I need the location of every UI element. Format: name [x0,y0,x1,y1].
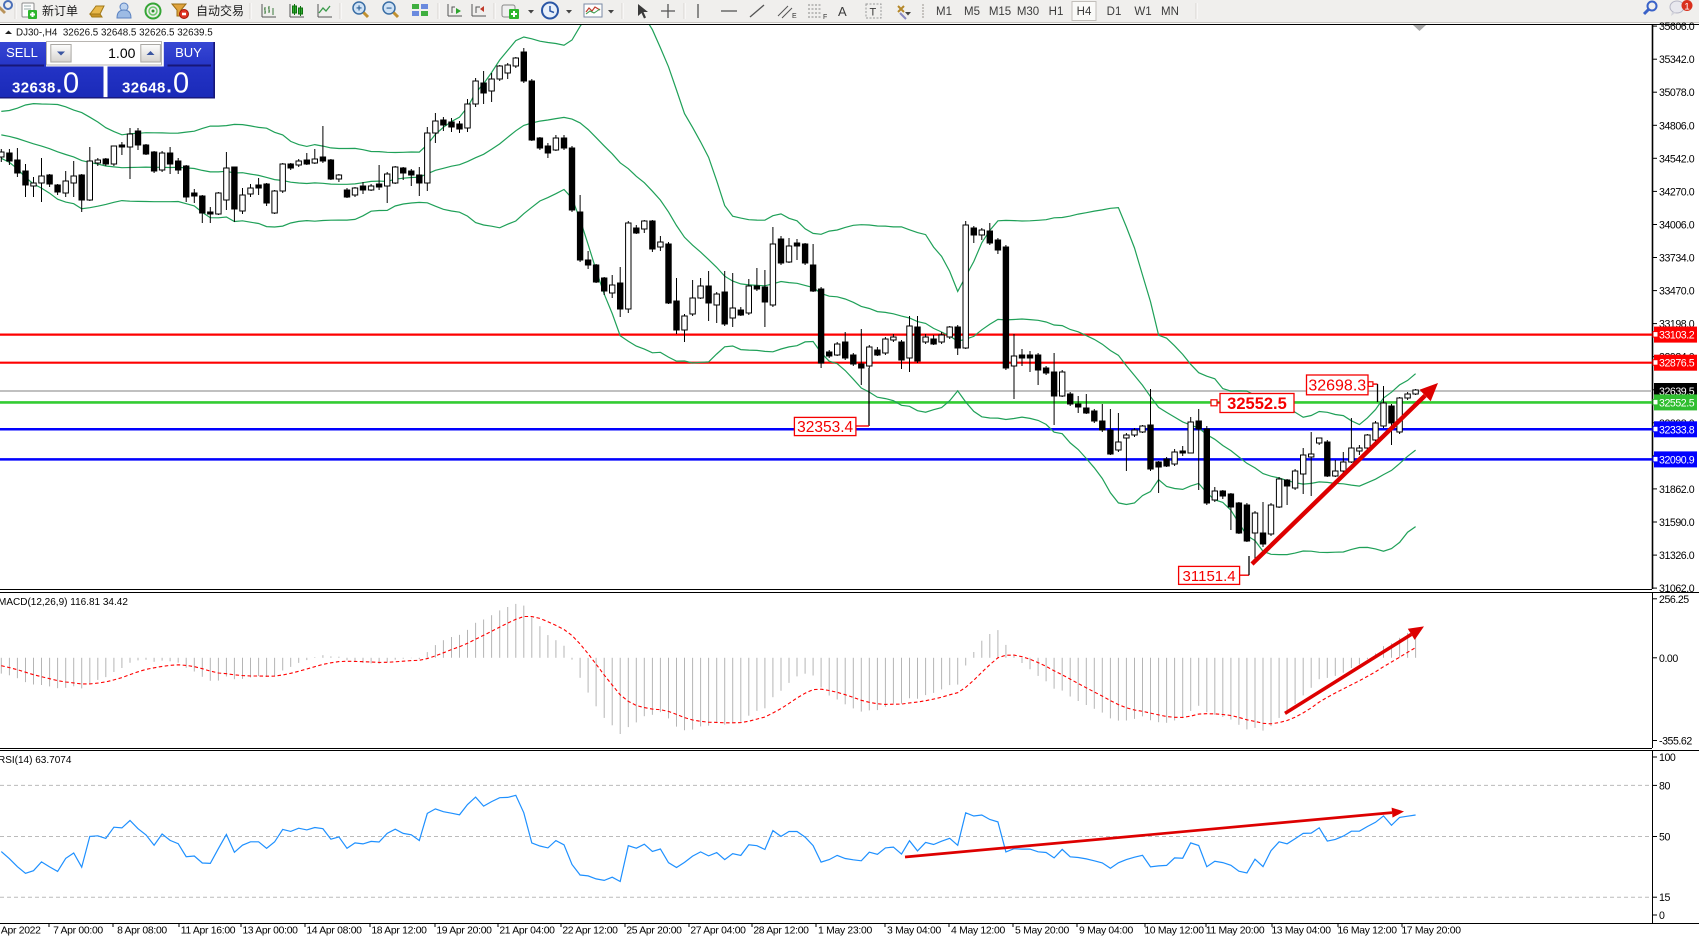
svg-text:31862.0: 31862.0 [1659,484,1695,496]
svg-text:.0: .0 [165,68,189,100]
svg-text:17 May 20:00: 17 May 20:00 [1401,926,1461,937]
svg-text:D1: D1 [1107,6,1122,18]
svg-text:MACD(12,26,9) 116.81 34.42: MACD(12,26,9) 116.81 34.42 [0,597,128,608]
svg-text:H1: H1 [1049,6,1064,18]
svg-text:-355.62: -355.62 [1659,736,1692,748]
svg-text:32638: 32638 [12,80,56,97]
svg-text:11 May 20:00: 11 May 20:00 [1206,926,1265,937]
svg-text:31590.0: 31590.0 [1659,517,1695,529]
svg-text:3 May 04:00: 3 May 04:00 [887,926,941,937]
svg-text:32333.8: 32333.8 [1659,424,1695,436]
svg-text:11 Apr 16:00: 11 Apr 16:00 [181,926,236,937]
svg-text:35342.0: 35342.0 [1659,54,1695,66]
svg-text:M1: M1 [936,6,952,18]
svg-text:M30: M30 [1017,6,1039,18]
svg-text:50: 50 [1659,832,1670,844]
svg-text:100: 100 [1659,752,1676,764]
svg-text:自动交易: 自动交易 [196,3,244,18]
svg-text:15: 15 [1659,892,1670,904]
svg-text:E: E [792,13,797,20]
svg-text:MN: MN [1161,6,1179,18]
svg-text:25 Apr 20:00: 25 Apr 20:00 [626,926,682,937]
svg-text:80: 80 [1659,780,1670,792]
svg-text:32552.5: 32552.5 [1227,395,1287,413]
svg-text:新订单: 新订单 [42,3,78,18]
svg-text:W1: W1 [1134,6,1151,18]
svg-text:34006.0: 34006.0 [1659,220,1695,232]
svg-text:H4: H4 [1077,6,1092,18]
svg-text:31326.0: 31326.0 [1659,550,1695,562]
svg-text:13 Apr 00:00: 13 Apr 00:00 [242,926,298,937]
svg-text:35606.0: 35606.0 [1659,21,1695,33]
svg-text:22 Apr 12:00: 22 Apr 12:00 [562,926,618,937]
svg-text:0: 0 [1659,910,1665,922]
svg-text:32090.9: 32090.9 [1659,454,1695,466]
svg-text:T: T [870,7,877,19]
svg-text:F: F [823,14,827,21]
svg-text:4 May 12:00: 4 May 12:00 [951,926,1005,937]
svg-text:32552.5: 32552.5 [1659,397,1695,409]
svg-text:1: 1 [1684,2,1689,13]
svg-text:A: A [838,4,847,19]
svg-text:28 Apr 12:00: 28 Apr 12:00 [753,926,809,937]
svg-text:18 Apr 12:00: 18 Apr 12:00 [371,926,427,937]
svg-text:19 Apr 20:00: 19 Apr 20:00 [436,926,492,937]
svg-text:16 May 12:00: 16 May 12:00 [1337,926,1397,937]
svg-text:9 May 04:00: 9 May 04:00 [1079,926,1133,937]
svg-text:32698.3: 32698.3 [1308,378,1366,395]
svg-text:32648: 32648 [122,80,166,97]
svg-text:8 Apr 08:00: 8 Apr 08:00 [117,926,167,937]
svg-text:21 Apr 04:00: 21 Apr 04:00 [499,926,555,937]
svg-text:BUY: BUY [175,45,202,60]
svg-text:M15: M15 [989,6,1011,18]
svg-text:13 May 04:00: 13 May 04:00 [1271,926,1331,937]
svg-text:14 Apr 08:00: 14 Apr 08:00 [306,926,362,937]
svg-text:31151.4: 31151.4 [1183,568,1236,585]
svg-text:7 Apr 00:00: 7 Apr 00:00 [53,926,103,937]
svg-text:34542.0: 34542.0 [1659,153,1695,165]
svg-text:27 Apr 04:00: 27 Apr 04:00 [690,926,746,937]
svg-text:33470.0: 33470.0 [1659,286,1695,298]
svg-text:35078.0: 35078.0 [1659,87,1695,99]
svg-text:DJ30-,H4 32626.5 32648.5 3262: DJ30-,H4 32626.5 32648.5 32626.5 32639.5 [16,28,213,39]
svg-text:SELL: SELL [6,45,38,60]
svg-text:256.25: 256.25 [1659,594,1689,606]
svg-text:33734.0: 33734.0 [1659,253,1695,265]
svg-text:32353.4: 32353.4 [797,419,853,436]
svg-text:RSI(14) 63.7074: RSI(14) 63.7074 [0,755,72,766]
svg-text:34270.0: 34270.0 [1659,186,1695,198]
svg-text:5 May 20:00: 5 May 20:00 [1015,926,1069,937]
svg-text:1.00: 1.00 [108,45,135,61]
svg-text:−: − [386,4,392,15]
svg-text:6 Apr 2022: 6 Apr 2022 [0,926,41,937]
svg-text:33103.2: 33103.2 [1659,330,1695,342]
svg-text:.0: .0 [55,68,79,100]
svg-text:1 May 23:00: 1 May 23:00 [818,926,872,937]
svg-text:34806.0: 34806.0 [1659,120,1695,132]
svg-text:M5: M5 [964,6,980,18]
svg-text:10 May 12:00: 10 May 12:00 [1144,926,1204,937]
svg-text:32876.5: 32876.5 [1659,358,1695,370]
svg-text:0.00: 0.00 [1659,653,1678,665]
svg-text:+: + [356,4,362,15]
